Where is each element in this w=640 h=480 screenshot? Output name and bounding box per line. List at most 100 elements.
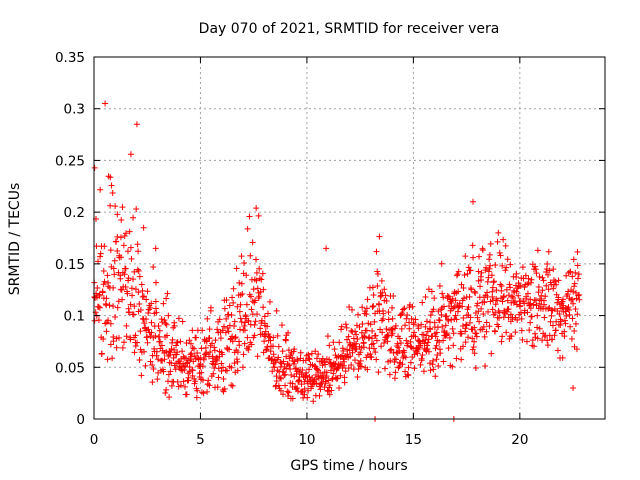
data-point	[424, 339, 431, 346]
data-point	[130, 311, 137, 318]
data-point	[189, 367, 196, 374]
data-point	[240, 351, 247, 358]
data-point	[381, 365, 388, 372]
data-point	[550, 266, 557, 273]
data-point	[458, 356, 465, 363]
data-point	[499, 262, 506, 269]
data-point	[510, 294, 517, 301]
data-point	[431, 295, 438, 302]
data-point	[500, 236, 507, 243]
data-point	[486, 323, 493, 330]
data-point	[212, 337, 219, 344]
data-point	[518, 315, 525, 322]
data-point	[449, 325, 456, 332]
data-point	[430, 366, 437, 373]
data-point	[186, 337, 193, 344]
data-point	[462, 253, 469, 260]
data-point	[468, 286, 475, 293]
data-point	[389, 315, 396, 322]
data-point	[245, 346, 252, 353]
data-point	[368, 354, 375, 361]
data-point	[160, 368, 167, 375]
data-point	[427, 319, 434, 326]
data-point	[493, 287, 500, 294]
data-point	[336, 339, 343, 346]
data-point	[346, 303, 353, 310]
data-point	[283, 353, 290, 360]
data-point	[432, 333, 439, 340]
data-point	[180, 378, 187, 385]
data-point	[305, 366, 312, 373]
data-point	[406, 325, 413, 332]
data-point	[383, 298, 390, 305]
data-point	[552, 278, 559, 285]
data-point	[262, 347, 269, 354]
data-point	[574, 248, 581, 255]
data-point	[433, 356, 440, 363]
data-point	[172, 366, 179, 373]
data-point	[278, 322, 285, 329]
data-point	[405, 364, 412, 371]
data-point	[489, 284, 496, 291]
x-tick-label: 0	[90, 432, 99, 448]
data-point	[179, 348, 186, 355]
data-point	[155, 323, 162, 330]
data-point	[498, 338, 505, 345]
y-tick-label: 0.25	[55, 153, 85, 169]
data-point	[113, 238, 120, 245]
data-point	[410, 329, 417, 336]
data-point	[574, 311, 581, 318]
data-point	[152, 333, 159, 340]
data-point	[533, 270, 540, 277]
data-point	[242, 319, 249, 326]
data-point	[452, 312, 459, 319]
data-point	[210, 370, 217, 377]
data-point	[378, 343, 385, 350]
data-point	[315, 351, 322, 358]
data-point	[423, 332, 430, 339]
data-point	[218, 368, 225, 375]
data-point	[264, 323, 271, 330]
data-point	[460, 315, 467, 322]
data-point	[540, 297, 547, 304]
data-point	[470, 254, 477, 261]
data-point	[475, 268, 482, 275]
data-point	[185, 374, 192, 381]
data-point	[446, 334, 453, 341]
data-point	[338, 323, 345, 330]
data-point	[230, 299, 237, 306]
data-point	[495, 229, 502, 236]
data-point	[507, 261, 514, 268]
data-point	[366, 345, 373, 352]
data-point	[345, 365, 352, 372]
data-point	[152, 245, 159, 252]
data-point	[234, 358, 241, 365]
data-point	[153, 309, 160, 316]
data-point	[393, 349, 400, 356]
data-point	[425, 336, 432, 343]
data-point	[189, 344, 196, 351]
data-point	[107, 341, 114, 348]
data-point	[395, 344, 402, 351]
data-point	[138, 281, 145, 288]
data-point	[163, 295, 170, 302]
data-point	[233, 356, 240, 363]
data-point	[229, 382, 236, 389]
data-point	[385, 332, 392, 339]
data-point	[486, 251, 493, 258]
data-point	[135, 289, 142, 296]
data-point	[127, 301, 134, 308]
data-point	[485, 274, 492, 281]
data-point	[523, 295, 530, 302]
data-point	[111, 271, 118, 278]
data-point	[105, 317, 112, 324]
data-point	[422, 336, 429, 343]
data-point	[284, 388, 291, 395]
x-tick-label: 15	[405, 432, 422, 448]
data-point	[399, 310, 406, 317]
data-point	[140, 293, 147, 300]
data-point	[398, 325, 405, 332]
data-point	[303, 372, 310, 379]
data-point	[238, 318, 245, 325]
data-point	[569, 273, 576, 280]
